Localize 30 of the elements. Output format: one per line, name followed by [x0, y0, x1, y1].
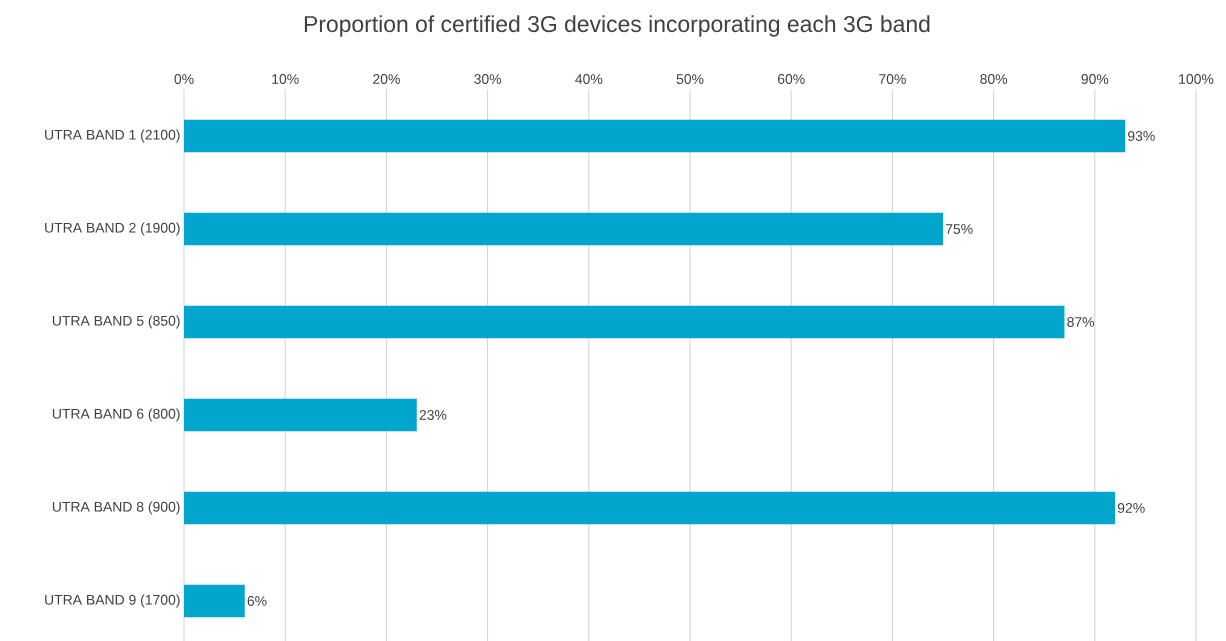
bar — [184, 119, 1126, 153]
x-tick-label: 20% — [373, 74, 400, 84]
x-tick-label: 40% — [575, 74, 603, 84]
x-tick-label: 90% — [1081, 74, 1109, 84]
x-tick-label: 50% — [676, 74, 704, 84]
data-label: 92% — [1117, 503, 1145, 513]
data-label: 6% — [247, 596, 267, 606]
y-tick-label: UTRA BAND 6 (800) — [52, 408, 180, 422]
data-label: 23% — [419, 410, 447, 420]
y-tick-label: UTRA BAND 8 (900) — [52, 501, 180, 515]
bar — [184, 491, 1116, 525]
x-tick-label: 10% — [272, 74, 299, 84]
x-tick-label: 60% — [777, 74, 805, 84]
x-tick-label: 100% — [1179, 74, 1214, 84]
bar — [184, 305, 1065, 339]
y-tick-label: UTRA BAND 5 (850) — [52, 315, 180, 329]
x-tick-label: 70% — [879, 74, 906, 84]
chart-title: Proportion of certified 3G devices incorporating each 3G band — [304, 15, 930, 37]
data-label: 75% — [945, 224, 973, 234]
data-label: 87% — [1067, 317, 1095, 327]
data-label: 93% — [1128, 131, 1155, 141]
y-tick-label: UTRA BAND 2 (1900) — [45, 222, 180, 236]
x-tick-label: 80% — [980, 74, 1008, 84]
x-tick-label: 30% — [474, 74, 502, 84]
bar — [184, 584, 245, 618]
bar — [184, 398, 417, 432]
y-tick-label: UTRA BAND 1 (2100) — [45, 129, 180, 143]
y-tick-label: UTRA BAND 9 (1700) — [45, 594, 180, 608]
bar — [184, 212, 944, 246]
x-tick-label: 0% — [174, 74, 194, 84]
